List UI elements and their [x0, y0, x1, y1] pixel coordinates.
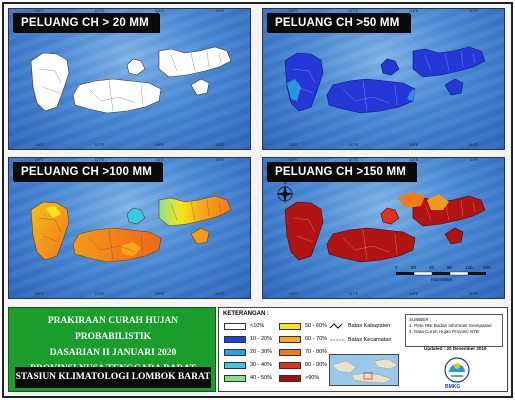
legend-class: 50 - 60%: [279, 322, 327, 330]
legend-swatch: [279, 335, 301, 343]
legend-class: 70 - 80%: [279, 348, 327, 356]
title-line-1: PRAKIRAAN CURAH HUJAN PROBABILISTIK: [47, 316, 179, 342]
station-name: STASIUN KLIMATOLOGI LOMBOK BARAT: [15, 367, 211, 388]
legend-swatch: [224, 361, 246, 369]
island-map-150mm: N: [276, 180, 486, 276]
legend-class: 60 - 70%: [279, 335, 327, 343]
legend-swatch: [279, 374, 301, 382]
bmkg-logo-icon: [444, 357, 470, 383]
legend-class-label: 70 - 80%: [305, 349, 328, 355]
scale-tick: 160: [483, 265, 491, 270]
legend-class-label: 20 - 30%: [250, 349, 273, 355]
legend-class-label: >90%: [305, 375, 320, 381]
scale-tick: 120: [465, 265, 473, 270]
source-2: 2. Data Curah Hujan Provinsi NTB: [409, 329, 479, 334]
legend-class: 20 - 30%: [224, 348, 272, 356]
legend-class: <10%: [224, 322, 264, 330]
legend-class-label: 60 - 70%: [305, 336, 328, 342]
legend-class-label: 30 - 40%: [250, 362, 273, 368]
scale-unit: Kilometers: [431, 277, 453, 282]
map-panel-50mm: 116°E 117°E 118°E 119°E 116°E 117°E 118°E 119°…: [262, 8, 505, 150]
legend-class: 80 - 90%: [279, 361, 327, 369]
legend-box: KETERANGAN : <10% 10 - 20% 20 - 30% 30 -…: [218, 307, 508, 392]
legend-class-label: 10 - 20%: [250, 336, 273, 342]
legend-class: 40 - 50%: [224, 374, 272, 382]
scale-tick-labels: 0 20 40 80 120 160: [391, 265, 491, 271]
scale-tick: 40: [429, 265, 435, 270]
legend-swatch: [224, 348, 246, 356]
scale-tick: 80: [447, 265, 453, 270]
map-panel-150mm: N 0 20 40 80 120 160 Kilometers 116°E 117…: [262, 157, 505, 299]
source-box: SUMBER : 1. Peta RBI Badan Informasi Geo…: [405, 314, 503, 347]
legend-swatch: [224, 374, 246, 382]
legend-kabupaten-label: Batas Kabupaten: [348, 323, 391, 329]
legend-kecamatan: Batas Kecamatan: [329, 336, 391, 344]
map-panel-20mm: 116°E 117°E 118°E 119°E 116°E 117°E 118°E 119°…: [8, 8, 251, 150]
island-map-50mm: [284, 46, 486, 114]
title-block: PRAKIRAAN CURAH HUJAN PROBABILISTIK DASA…: [8, 307, 216, 392]
scale-bar: [396, 271, 486, 276]
panel-label-150mm: PELUANG CH >150 MM: [267, 162, 417, 181]
inset-locator-map: [329, 354, 399, 386]
legend-class: 10 - 20%: [224, 335, 272, 343]
boundary-line-icon: [329, 323, 343, 329]
boundary-dash-icon: [330, 339, 344, 341]
legend-class-label: 40 - 50%: [250, 375, 273, 381]
legend-swatch: [279, 348, 301, 356]
scale-tick: 20: [411, 265, 417, 270]
legend-class-label: <10%: [250, 323, 265, 329]
svg-text:N: N: [284, 180, 287, 185]
island-map-100mm: [30, 195, 232, 263]
legend-class-label: 80 - 90%: [305, 362, 328, 368]
legend-class-label: 50 - 60%: [305, 323, 328, 329]
panel-label-50mm: PELUANG CH >50 MM: [267, 13, 410, 32]
island-map-20mm: [30, 46, 232, 114]
legend-kabupaten: Batas Kabupaten: [329, 322, 390, 330]
updated-date: Updated : 20 Desember 2019: [424, 346, 487, 351]
legend-swatch: [224, 335, 246, 343]
scale-tick: 0: [395, 265, 398, 270]
bmkg-logo-text: BMKG: [445, 384, 461, 390]
legend-class: 30 - 40%: [224, 361, 272, 369]
map-panel-100mm: 116°E 117°E 118°E 119°E 116°E 117°E 118°E 119°…: [8, 157, 251, 299]
compass-rose-icon: N: [276, 180, 294, 203]
panel-label-100mm: PELUANG CH >100 MM: [13, 162, 163, 181]
title-box: PRAKIRAAN CURAH HUJAN PROBABILISTIK DASA…: [15, 313, 211, 374]
title-line-2: DASARIAN II JANUARI 2020: [49, 348, 177, 358]
legend-kecamatan-label: Batas Kecamatan: [348, 337, 392, 343]
legend-swatch: [224, 322, 246, 330]
source-1: 1. Peta RBI Badan Informasi Geospasial: [409, 323, 492, 328]
panel-label-20mm: PELUANG CH > 20 MM: [13, 13, 159, 32]
legend-swatch: [279, 322, 301, 330]
legend-title: KETERANGAN :: [223, 311, 269, 317]
legend-swatch: [279, 361, 301, 369]
source-title: SUMBER :: [409, 317, 432, 322]
legend-class: >90%: [279, 374, 319, 382]
